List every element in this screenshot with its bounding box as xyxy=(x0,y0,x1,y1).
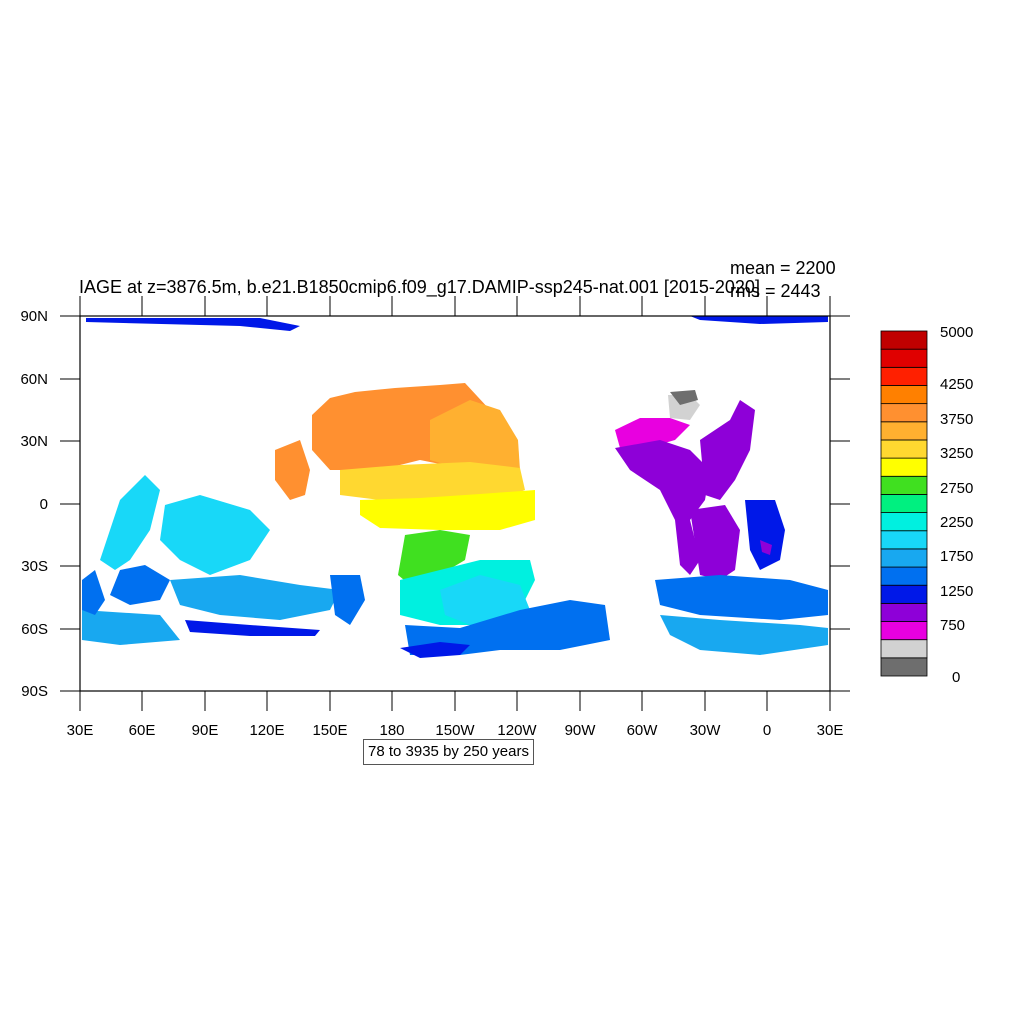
lon-label: 90E xyxy=(191,722,219,739)
colorbar-swatch xyxy=(880,621,928,641)
lon-label: 60E xyxy=(128,722,156,739)
colorbar-swatch xyxy=(880,657,928,677)
ocean-regions xyxy=(82,316,828,658)
colorbar-swatch xyxy=(880,494,928,513)
colorbar-swatch xyxy=(880,439,928,459)
colorbar-swatch xyxy=(880,602,928,622)
colorbar-swatch xyxy=(880,366,928,386)
colorbar-label: 3250 xyxy=(940,445,974,462)
region-southern-atlantic xyxy=(660,615,828,655)
lon-label: 150W xyxy=(435,722,475,739)
colorbar-swatch xyxy=(880,566,928,586)
lon-label: 30E xyxy=(66,722,94,739)
colorbar-swatch xyxy=(880,385,928,405)
region-south-pacific-green xyxy=(398,530,470,585)
lon-label: 120E xyxy=(249,722,285,739)
colorbar-label: 1250 xyxy=(940,583,974,600)
colorbar-swatch xyxy=(880,584,928,604)
colorbar-swatch xyxy=(880,512,928,532)
region-indian-south xyxy=(170,575,340,620)
colorbar-label: 750 xyxy=(940,617,966,634)
colorbar-label: 2750 xyxy=(940,480,974,497)
colorbar-swatch xyxy=(880,639,928,659)
region-east-atlantic xyxy=(700,400,755,500)
colorbar-label: 5000 xyxy=(940,324,974,341)
lat-label: 90S xyxy=(21,683,48,700)
lon-label: 30W xyxy=(689,722,721,739)
region-southern-indian xyxy=(82,610,180,645)
region-arctic-west xyxy=(86,318,300,331)
region-north-atlantic xyxy=(615,440,710,575)
region-nw-pacific xyxy=(275,440,310,500)
region-southern-pacific xyxy=(405,600,610,655)
colorbar-label: 0 xyxy=(952,669,961,686)
lat-label: 0 xyxy=(39,496,48,513)
colorbar-swatch xyxy=(880,475,928,495)
colorbar-label: 4250 xyxy=(940,376,974,393)
lon-label: 90W xyxy=(564,722,596,739)
colorbar-swatch xyxy=(880,457,928,477)
mean-stat: mean = 2200 xyxy=(730,258,836,278)
region-nordic-dark xyxy=(670,390,698,405)
region-angola-basin xyxy=(760,540,772,555)
axis-ticks xyxy=(60,296,850,711)
lat-label: 60N xyxy=(20,371,48,388)
lon-label: 150E xyxy=(312,722,348,739)
region-subtropical-pacific xyxy=(340,462,525,500)
region-north-pacific-light xyxy=(430,400,520,472)
map-title: IAGE at z=3876.5m, b.e21.B1850cmip6.f09_… xyxy=(79,277,760,297)
region-south-atlantic-west xyxy=(690,505,740,580)
colorbar-swatch xyxy=(880,330,928,350)
rms-stat: rms = 2443 xyxy=(730,281,821,301)
colorbar-swatch xyxy=(880,530,928,550)
lon-label: 0 xyxy=(762,722,772,739)
region-indian-south-west xyxy=(110,565,170,605)
region-indian-central xyxy=(160,495,270,575)
lat-label: 30S xyxy=(21,558,48,575)
region-south-atlantic-east xyxy=(745,500,785,570)
lon-label: 120W xyxy=(497,722,537,739)
region-labrador xyxy=(615,418,690,450)
region-equatorial-pacific xyxy=(360,490,535,530)
region-indian-west xyxy=(100,475,160,570)
region-south-pacific-blue xyxy=(440,575,530,625)
lat-label: 60S xyxy=(21,621,48,638)
lat-label: 90N xyxy=(20,308,48,325)
region-south-atlantic-deep xyxy=(655,575,828,620)
colorbar-swatch xyxy=(880,421,928,441)
region-west-southern xyxy=(82,570,105,615)
colorbar-swatch xyxy=(880,348,928,368)
lon-label: 60W xyxy=(626,722,658,739)
region-tasman xyxy=(330,575,365,625)
region-southern-indian-deep xyxy=(185,620,320,636)
colorbar-label: 3750 xyxy=(940,411,974,428)
lon-label: 30E xyxy=(816,722,844,739)
region-arctic-east xyxy=(690,316,828,324)
region-ross-sea xyxy=(400,642,470,658)
lon-label: 180 xyxy=(379,722,405,739)
colorbar-swatch xyxy=(880,548,928,568)
colorbar-label: 2250 xyxy=(940,514,974,531)
colorbar-label: 1750 xyxy=(940,548,974,565)
lat-label: 30N xyxy=(20,433,48,450)
colorbar-swatch xyxy=(880,403,928,423)
colorbar xyxy=(880,330,928,677)
contour-info-box: 78 to 3935 by 250 years xyxy=(363,739,534,765)
